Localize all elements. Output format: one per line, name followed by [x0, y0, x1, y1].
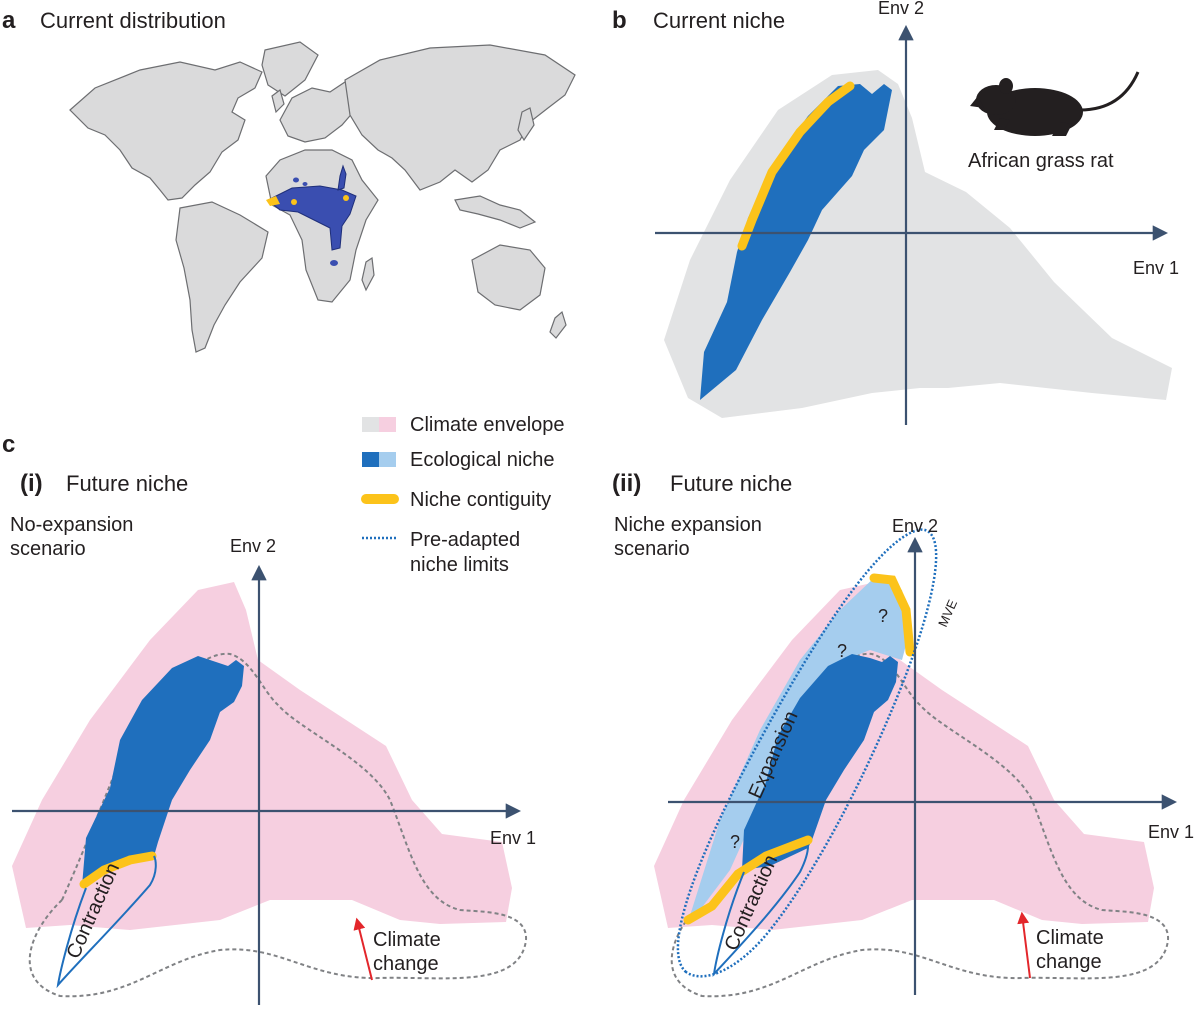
panel-c-i: (i) Future niche No-expansion scenario C… [10, 470, 536, 1005]
range-contiguity-east [343, 195, 349, 201]
climate-change-label-ii-1: Climate [1036, 927, 1104, 949]
niche-contiguity-ii-lower [683, 835, 813, 925]
range-nile [337, 164, 347, 191]
panel-c-ii-axis-x-label: Env 1 [1148, 822, 1194, 842]
grass-rat-icon [970, 71, 1140, 136]
niche-contiguity-i [79, 851, 157, 889]
unknown-mark-3: ? [730, 832, 740, 852]
panel-b-letter: b [612, 7, 627, 34]
map-africa [265, 149, 379, 303]
niche-contiguity-current [737, 81, 855, 251]
ecological-niche-ii [742, 654, 898, 870]
panel-c-ii-scenario-1: Niche expansion [614, 514, 762, 536]
map-madagascar [361, 256, 375, 292]
legend: Climate envelope Ecological niche Niche … [361, 414, 565, 576]
ecological-niche-current [700, 84, 892, 400]
unknown-mark-1: ? [878, 606, 888, 626]
range-contiguity-west [266, 196, 280, 206]
panel-c-ii-tag: (ii) [612, 470, 641, 497]
range-patch-1 [330, 260, 338, 266]
map-new-zealand [549, 310, 567, 339]
panel-c-i-axis-x-label: Env 1 [490, 828, 536, 848]
rat-leg-back [1052, 122, 1072, 136]
panel-c-letter: c [2, 431, 15, 458]
panel-c-i-axis-y-label: Env 2 [230, 536, 276, 556]
climate-change-arrow-i [353, 917, 373, 981]
panel-b-axis-x-label: Env 1 [1133, 258, 1179, 278]
panel-c-ii-scenario-2: scenario [614, 538, 690, 560]
panel-c-ii-title: Future niche [670, 471, 792, 496]
legend-climate-label: Climate envelope [410, 414, 565, 436]
climate-change-arrow-ii [1017, 911, 1031, 979]
panel-c-i-scenario-1: No-expansion [10, 514, 133, 536]
panel-b: b Current niche Env 2 Env 1 African gras… [612, 0, 1179, 425]
climate-change-label-i-2: change [373, 953, 439, 975]
range-patch-2 [293, 177, 299, 183]
panel-b-title: Current niche [653, 8, 785, 33]
contraction-zone-ii [712, 845, 809, 978]
legend-climate-swatch-grey [362, 417, 379, 432]
map-japan [517, 107, 535, 142]
map-north-america [69, 61, 263, 201]
unknown-mark-2: ? [837, 641, 847, 661]
range-contiguity-dot [291, 199, 297, 205]
rat-tail [1079, 71, 1140, 112]
panel-c-ii: (ii) Future niche Niche expansion scenar… [612, 470, 1194, 998]
climate-change-label-i-1: Climate [373, 929, 441, 951]
preadapted-limits-mve [676, 528, 938, 978]
legend-preadapted-label-2: niche limits [410, 554, 509, 576]
range-patch-3 [302, 182, 308, 186]
panel-c-i-scenario-2: scenario [10, 538, 86, 560]
panel-c-i-tag: (i) [20, 470, 43, 497]
ecological-niche-i [82, 656, 244, 886]
climate-change-label-ii-2: change [1036, 951, 1102, 973]
niche-contiguity-ii-upper [869, 573, 915, 657]
map-se-asia [454, 195, 537, 229]
panel-c-ii-axis-y-label: Env 2 [892, 516, 938, 536]
map-australia [471, 244, 546, 311]
legend-niche-swatch-dark [362, 452, 379, 467]
world-map [69, 41, 576, 353]
rat-snout [970, 96, 984, 108]
legend-climate-swatch-pink [379, 417, 396, 432]
map-uk [271, 88, 285, 114]
map-asia [344, 44, 576, 191]
map-south-america [175, 201, 269, 353]
legend-contiguity-label: Niche contiguity [410, 489, 551, 511]
panel-b-axis-y-label: Env 2 [878, 0, 924, 18]
range-sahel-band [267, 185, 357, 251]
legend-preadapted-label-1: Pre-adapted [410, 529, 520, 551]
rat-leg-front [994, 118, 1010, 130]
rat-ear [999, 78, 1013, 94]
expansion-zone-ii [688, 576, 910, 922]
map-greenland [261, 41, 319, 97]
contraction-zone-i [56, 855, 157, 989]
panel-a-letter: a [2, 7, 16, 34]
panel-c-i-title: Future niche [66, 471, 188, 496]
species-name: African grass rat [968, 150, 1114, 172]
legend-niche-swatch-light [379, 452, 396, 467]
mve-label: MVE [935, 597, 960, 629]
panel-a-title: Current distribution [40, 8, 226, 33]
species-range [266, 164, 357, 266]
legend-niche-label: Ecological niche [410, 449, 555, 471]
panel-a: a Current distribution [2, 7, 576, 353]
